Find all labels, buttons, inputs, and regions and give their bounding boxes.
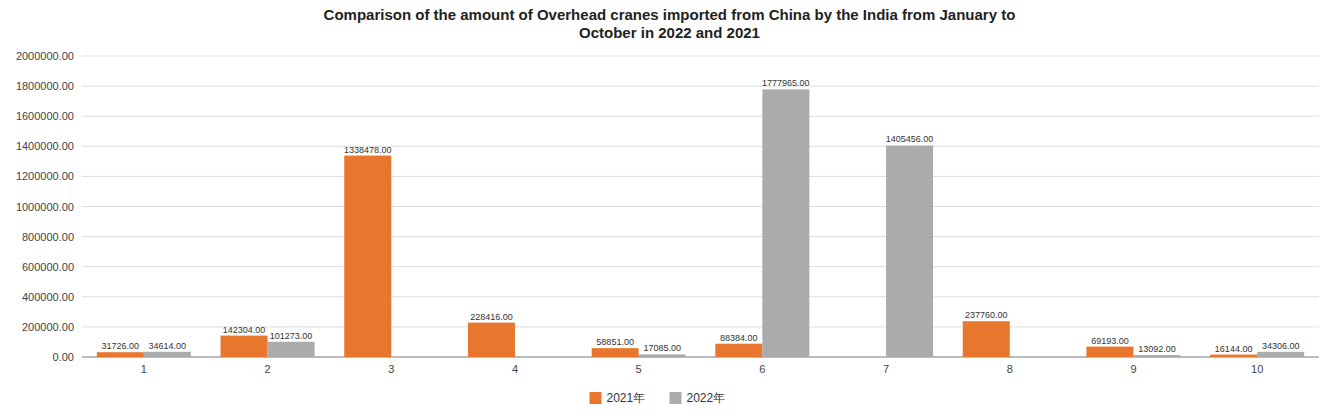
bar xyxy=(1257,352,1304,357)
bar xyxy=(1133,355,1180,357)
y-tick-label: 800000.00 xyxy=(22,231,74,243)
legend-label: 2022年 xyxy=(687,391,726,405)
bar xyxy=(144,352,191,357)
bar xyxy=(391,357,438,358)
x-tick-label: 4 xyxy=(512,363,518,375)
legend-label: 2021年 xyxy=(607,391,646,405)
x-tick-label: 6 xyxy=(759,363,765,375)
legend: 2021年 2022年 xyxy=(590,391,726,405)
bar xyxy=(839,357,886,358)
y-tick-label: 1400000.00 xyxy=(16,140,74,152)
data-labels: 31726.00 142304.00 1338478.00 228416.00 5885… xyxy=(102,78,1300,354)
bar xyxy=(715,344,762,357)
grid-line xyxy=(82,86,1319,87)
bar xyxy=(762,89,809,357)
bars xyxy=(97,89,1304,357)
x-tick-label: 7 xyxy=(883,363,889,375)
legend-swatch xyxy=(670,392,682,404)
bar xyxy=(639,354,686,357)
data-label: 31726.00 xyxy=(102,341,140,351)
x-tick-label: 1 xyxy=(141,363,147,375)
grid-line xyxy=(82,56,1319,57)
data-label: 58851.00 xyxy=(596,337,634,347)
grid-line xyxy=(82,206,1319,207)
y-tick-label: 200000.00 xyxy=(22,321,74,333)
title-line: Comparison of the amount of Overhead cra… xyxy=(324,6,1016,23)
bar xyxy=(221,336,268,357)
grid xyxy=(82,56,1319,357)
grid-line xyxy=(82,236,1319,237)
data-label: 101273.00 xyxy=(270,331,313,341)
data-label: 228416.00 xyxy=(470,312,513,322)
data-label: 34614.00 xyxy=(149,341,187,351)
x-tick-label: 2 xyxy=(264,363,270,375)
title-line: October in 2022 and 2021 xyxy=(579,24,760,41)
chart: Comparison of the amount of Overhead cra… xyxy=(0,0,1339,419)
x-tick-label: 5 xyxy=(636,363,642,375)
x-tick-label: 9 xyxy=(1130,363,1136,375)
y-tick-label: 1800000.00 xyxy=(16,80,74,92)
bar xyxy=(592,348,639,357)
data-label: 237760.00 xyxy=(965,310,1008,320)
data-label: 34306.00 xyxy=(1262,341,1300,351)
grid-line xyxy=(82,146,1319,147)
grid-line xyxy=(82,116,1319,117)
bar xyxy=(1210,355,1257,357)
data-label: 69193.00 xyxy=(1091,336,1129,346)
grid-line xyxy=(82,326,1319,327)
y-tick-label: 1000000.00 xyxy=(16,201,74,213)
y-tick-label: 600000.00 xyxy=(22,261,74,273)
bar xyxy=(344,156,391,357)
data-label: 88384.00 xyxy=(720,333,758,343)
title: Comparison of the amount of Overhead cra… xyxy=(324,6,1016,41)
bar xyxy=(468,323,515,357)
bar xyxy=(886,145,933,357)
data-label: 17085.00 xyxy=(643,343,681,353)
y-tick-label: 0.00 xyxy=(53,351,74,363)
x-tick-label: 8 xyxy=(1007,363,1013,375)
data-label: 16144.00 xyxy=(1215,344,1253,354)
bar xyxy=(1010,357,1057,358)
data-label: 142304.00 xyxy=(223,325,266,335)
y-tick-label: 1600000.00 xyxy=(16,110,74,122)
bar xyxy=(1086,347,1133,357)
data-label: 13092.00 xyxy=(1138,344,1176,354)
data-label: 1338478.00 xyxy=(344,145,392,155)
bar xyxy=(963,321,1010,357)
x-tick-label: 10 xyxy=(1251,363,1263,375)
legend-swatch xyxy=(590,392,602,404)
grid-line xyxy=(82,176,1319,177)
y-tick-label: 1200000.00 xyxy=(16,170,74,182)
x-tick-label: 3 xyxy=(388,363,394,375)
bar xyxy=(268,342,315,357)
grid-line xyxy=(82,266,1319,267)
y-tick-label: 2000000.00 xyxy=(16,50,74,62)
bar xyxy=(97,352,144,357)
data-label: 1777965.00 xyxy=(762,78,810,88)
bar xyxy=(515,357,562,358)
grid-line xyxy=(82,296,1319,297)
y-tick-label: 400000.00 xyxy=(22,291,74,303)
data-label: 1405456.00 xyxy=(886,134,934,144)
